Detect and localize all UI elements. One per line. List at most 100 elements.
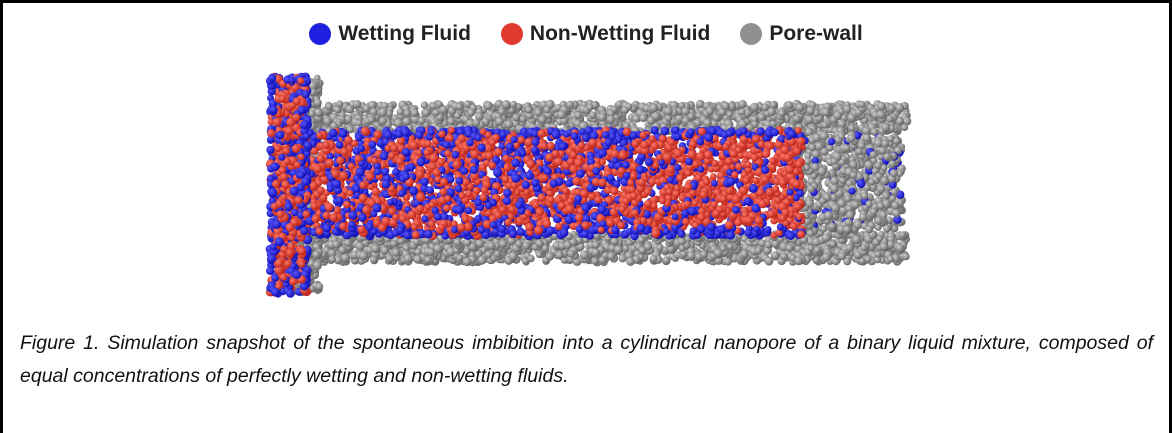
particle — [846, 211, 855, 220]
particle — [868, 178, 875, 185]
particle — [891, 188, 898, 195]
particle — [828, 138, 835, 145]
particle — [546, 252, 555, 261]
legend-swatch — [501, 23, 523, 45]
particle — [870, 151, 877, 158]
particle — [833, 111, 842, 120]
particle — [456, 255, 463, 262]
particle — [621, 106, 629, 114]
particle — [843, 225, 851, 233]
particle — [574, 111, 582, 119]
particle — [755, 247, 762, 254]
particle — [650, 255, 658, 263]
particle — [875, 162, 882, 169]
particle — [314, 99, 322, 107]
particle — [880, 176, 888, 184]
particle — [843, 105, 851, 113]
particle — [338, 246, 346, 254]
particle — [592, 248, 601, 257]
particle — [422, 109, 430, 117]
particle — [850, 161, 858, 169]
particle — [883, 153, 891, 161]
particle — [881, 140, 889, 148]
particle — [536, 251, 543, 258]
particle — [892, 209, 901, 218]
particle — [830, 184, 839, 193]
particle — [381, 246, 389, 254]
particle — [494, 250, 501, 257]
particle — [323, 117, 332, 126]
legend-label: Wetting Fluid — [338, 22, 471, 46]
particle — [607, 115, 616, 124]
particle — [739, 109, 746, 116]
particle — [887, 256, 894, 263]
particle — [664, 107, 673, 116]
particle — [706, 107, 714, 115]
particle — [890, 169, 898, 177]
particle — [895, 103, 904, 112]
particle — [556, 251, 564, 259]
particle — [865, 225, 873, 233]
particle — [796, 103, 805, 112]
particle — [822, 253, 831, 262]
particle — [522, 242, 530, 250]
particle — [877, 110, 886, 119]
particle — [726, 111, 733, 118]
particle — [312, 251, 320, 259]
particle — [513, 114, 520, 121]
legend-item: Pore-wall — [740, 22, 862, 46]
particle — [456, 103, 464, 111]
particle — [877, 202, 885, 210]
particle — [740, 250, 748, 258]
particle — [829, 223, 836, 230]
particle — [499, 240, 507, 248]
particle — [359, 251, 368, 260]
particle — [379, 108, 388, 117]
particle — [850, 172, 857, 179]
particle — [599, 256, 607, 264]
particle — [824, 211, 833, 220]
particle — [580, 250, 589, 259]
particle — [886, 115, 893, 122]
particle — [843, 145, 850, 152]
particle — [542, 245, 549, 252]
particle — [649, 103, 658, 112]
particle — [515, 240, 523, 248]
particle — [849, 188, 856, 195]
particle — [876, 235, 883, 242]
particle — [865, 200, 872, 207]
particle — [411, 109, 419, 117]
particle — [750, 103, 759, 112]
particle — [344, 239, 352, 247]
particle — [857, 179, 866, 188]
particle — [325, 102, 333, 110]
particle — [838, 133, 845, 140]
particle — [804, 158, 812, 166]
particle — [880, 242, 889, 251]
particle — [421, 101, 429, 109]
particle — [724, 258, 732, 266]
particle — [413, 255, 422, 264]
particle — [418, 117, 426, 125]
legend-label: Non-Wetting Fluid — [530, 22, 710, 46]
particle — [611, 106, 618, 113]
particle — [591, 257, 598, 264]
particle — [353, 100, 362, 109]
particle — [639, 246, 647, 254]
particle — [738, 120, 747, 129]
particle — [478, 256, 487, 265]
particle — [398, 238, 405, 245]
particle — [656, 244, 663, 251]
particle — [853, 220, 862, 229]
particle — [473, 119, 480, 126]
particle — [722, 102, 730, 110]
legend-item: Wetting Fluid — [309, 22, 471, 46]
particle — [498, 108, 506, 116]
particle — [532, 244, 539, 251]
particle — [371, 244, 380, 253]
particle — [586, 103, 594, 111]
particle — [370, 256, 377, 263]
particle — [424, 256, 431, 263]
particle — [626, 239, 633, 246]
particle — [502, 100, 511, 109]
